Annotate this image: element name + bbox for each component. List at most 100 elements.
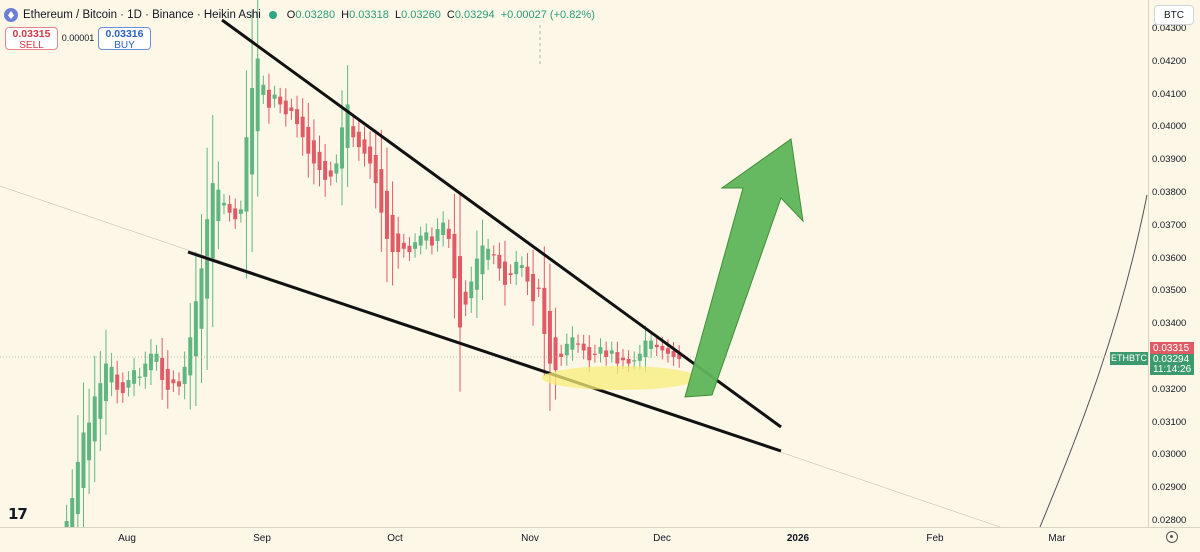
candle-body (300, 116, 305, 138)
ask-price-tag: 0.03315 (1150, 342, 1194, 355)
candle-body (665, 348, 670, 354)
chart-title: Ethereum / Bitcoin · 1D · Binance · Heik… (23, 9, 261, 21)
price-tick-label: 0.04300 (1152, 23, 1187, 34)
candle-body (508, 273, 513, 275)
candle-body (654, 344, 659, 348)
candle-body (233, 208, 238, 220)
candle-body (143, 363, 148, 377)
candle-body (317, 151, 322, 171)
candle-body (486, 248, 491, 260)
bar-countdown: 11:14:26 (1153, 364, 1192, 375)
bullish-arrow (684, 138, 804, 398)
chart-header: Ethereum / Bitcoin · 1D · Binance · Heik… (4, 5, 598, 25)
candle-body (278, 96, 283, 105)
candle-body (615, 352, 620, 364)
candle-body (311, 140, 316, 164)
candle-body (154, 353, 159, 362)
lower-trendline (187, 250, 782, 453)
candle-body (373, 154, 378, 184)
candle-body (587, 347, 592, 361)
candle-body (92, 396, 97, 442)
price-tick-label: 0.04200 (1152, 55, 1187, 67)
candle-body (536, 287, 541, 289)
candle-body (255, 58, 260, 132)
candle-body (87, 422, 92, 461)
candle-body (592, 353, 597, 355)
price-tick-label: 0.03100 (1152, 416, 1187, 428)
candle-body (165, 368, 170, 390)
candle-body (452, 233, 457, 279)
candle-body (531, 274, 536, 302)
price-tick-label: 0.03000 (1152, 449, 1187, 461)
candle-body (632, 360, 637, 362)
buy-button[interactable]: 0.03316 BUY (98, 26, 151, 51)
candle-body (328, 170, 333, 177)
time-tick-label: Aug (118, 533, 136, 544)
candle-body (463, 291, 468, 305)
candle-body (413, 242, 418, 249)
price-tick-label: 0.03400 (1152, 318, 1187, 330)
candle-body (120, 382, 125, 394)
ohlc-readout: O0.03280 H0.03318 L0.03260 C0.03294 +0.0… (286, 9, 595, 21)
candle-body (171, 379, 176, 384)
support-zone-ellipse (542, 366, 698, 390)
candle-body (103, 363, 108, 402)
price-tick-label: 0.03700 (1152, 219, 1187, 231)
candle-body (441, 222, 446, 236)
tradingview-logo-icon[interactable]: 17 (8, 505, 28, 523)
candle-body (210, 183, 215, 259)
price-tick-label: 0.03200 (1152, 383, 1187, 395)
price-tick-label: 0.03900 (1152, 154, 1187, 166)
candle-body (283, 100, 288, 115)
price-tick-label: 0.02800 (1152, 515, 1187, 526)
time-axis[interactable] (0, 527, 1200, 552)
candle-body (160, 357, 165, 380)
change-readout: +0.00027 (+0.82%) (500, 9, 595, 21)
candle-body (547, 310, 552, 364)
candle-body (491, 254, 496, 256)
candle-body (334, 163, 339, 174)
last-price: 0.03294 (1153, 354, 1190, 365)
price-axis[interactable] (1148, 0, 1200, 527)
candle-body (570, 337, 575, 350)
price-tick-label: 0.03500 (1152, 285, 1187, 297)
candle-body (227, 204, 232, 213)
candle-body (368, 146, 373, 164)
candle-body (323, 160, 328, 180)
candle-body (553, 337, 558, 371)
candle-bodies (59, 58, 682, 541)
candle-body (649, 340, 654, 349)
spread-value: 0.00001 (61, 33, 95, 43)
currency-selector[interactable]: BTC (1154, 5, 1194, 25)
settings-gear-icon[interactable] (1166, 531, 1178, 543)
candle-wicks (60, 0, 680, 551)
time-tick-label: Oct (387, 533, 403, 544)
candle-body (407, 245, 412, 253)
candle-body (424, 232, 429, 241)
candle-body (137, 376, 142, 378)
candle-body (356, 131, 361, 148)
long-term-curve (1039, 194, 1148, 528)
time-tick-label: Dec (653, 533, 671, 544)
drawing-overlays (0, 18, 1148, 528)
candle-body (643, 340, 648, 358)
symbol-tag: ETHBTC (1110, 352, 1148, 365)
candle-body (250, 88, 255, 175)
trade-panel: 0.03315 SELL 0.00001 0.03316 BUY (5, 26, 151, 51)
candle-body (70, 498, 75, 531)
candle-body (542, 287, 547, 335)
sell-button[interactable]: 0.03315 SELL (5, 26, 58, 51)
candle-body (193, 301, 198, 357)
candle-body (115, 374, 120, 390)
candle-body (182, 366, 187, 384)
candle-body (295, 109, 300, 125)
candle-body (401, 242, 406, 249)
candle-body (379, 169, 384, 213)
time-tick-label: Mar (1048, 533, 1066, 544)
time-tick-label: Sep (253, 533, 271, 544)
candle-body (351, 126, 356, 138)
candle-body (390, 214, 395, 253)
candle-body (519, 265, 524, 268)
candle-body (238, 209, 243, 214)
